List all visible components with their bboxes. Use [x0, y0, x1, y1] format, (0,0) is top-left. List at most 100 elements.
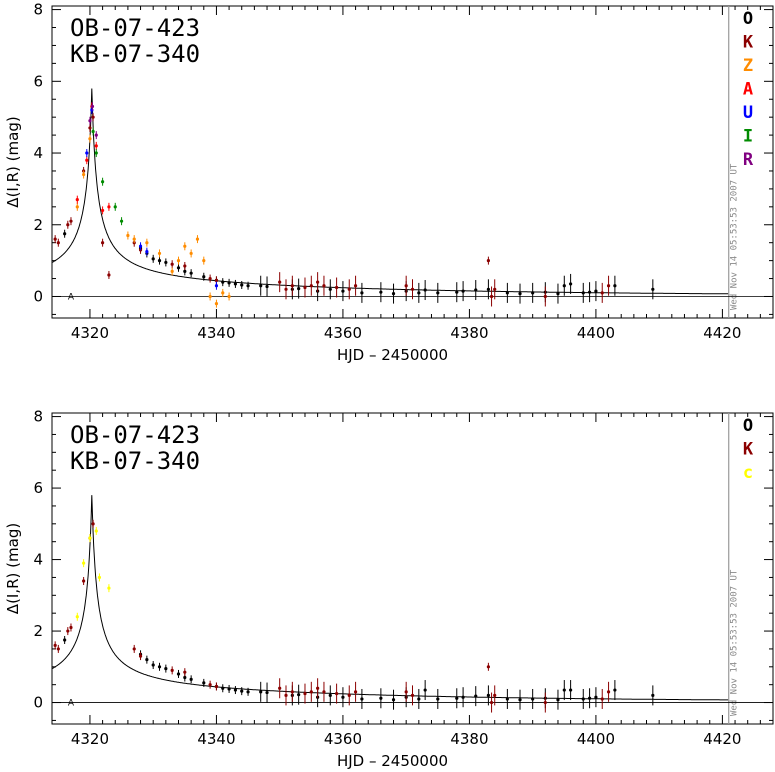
data-point [195, 237, 200, 241]
data-point [88, 126, 92, 130]
data-point [303, 692, 307, 696]
legend-entry: c [743, 463, 753, 483]
data-point [183, 269, 187, 273]
data-point [581, 697, 585, 701]
marker-label: A [68, 292, 75, 302]
legend-entry: Z [743, 56, 753, 76]
x-axis-label: HJD – 2450000 [337, 752, 448, 770]
legend-entry: K [743, 440, 754, 460]
data-point [341, 695, 345, 699]
x-tick-label: 4320 [71, 324, 109, 342]
data-point [227, 294, 231, 299]
data-point [562, 284, 566, 288]
y-axis-label: Δ(I,R) (mag) [4, 116, 22, 207]
data-point [240, 689, 244, 693]
data-point [88, 137, 92, 141]
data-point [606, 690, 611, 694]
data-point [290, 690, 294, 694]
data-point [328, 693, 332, 698]
data-point [391, 698, 396, 702]
data-point [164, 666, 168, 671]
data-point [290, 284, 294, 288]
y-tick-label: 8 [33, 1, 43, 19]
data-point [341, 289, 345, 293]
data-point [91, 129, 95, 134]
data-point [391, 292, 396, 296]
data-point [531, 697, 535, 701]
data-point [335, 692, 339, 696]
data-point [88, 119, 92, 123]
y-tick-label: 6 [33, 479, 43, 497]
data-point [82, 561, 86, 565]
x-tick-label: 4380 [450, 730, 488, 748]
data-point [107, 205, 111, 209]
data-point [379, 696, 383, 700]
data-point [594, 695, 598, 699]
data-point [436, 291, 440, 295]
data-point [53, 237, 57, 241]
legend-entry: U [743, 103, 753, 123]
data-point [85, 158, 89, 162]
data-point [183, 670, 187, 674]
data-point [240, 283, 244, 287]
data-point [221, 686, 225, 690]
data-point [379, 290, 383, 294]
data-point [151, 663, 155, 667]
data-point [189, 251, 193, 256]
legend-entry: O [743, 416, 753, 436]
data-point [88, 536, 92, 540]
x-tick-label: 4340 [197, 324, 235, 342]
data-point [202, 681, 206, 685]
data-point [423, 288, 427, 292]
data-point [562, 688, 566, 692]
data-point [489, 294, 494, 299]
data-point [113, 205, 117, 209]
data-point [91, 522, 95, 526]
plot-frame [51, 5, 774, 319]
data-point [594, 289, 598, 293]
x-tick-label: 4340 [197, 730, 235, 748]
data-point [202, 275, 206, 279]
data-point [227, 281, 231, 285]
data-point [347, 287, 351, 291]
data-point [316, 280, 320, 284]
data-point [170, 269, 174, 273]
data-point [461, 289, 465, 293]
data-point [233, 688, 238, 692]
data-point [107, 586, 111, 590]
data-point [474, 288, 478, 292]
data-point [90, 104, 95, 109]
data-point [208, 683, 212, 687]
data-point [606, 284, 611, 288]
data-point [100, 241, 105, 245]
legend-entry: K [743, 33, 754, 53]
data-point [423, 688, 427, 692]
data-point [183, 675, 187, 680]
y-axis-label: Δ(I,R) (mag) [4, 523, 22, 614]
data-point [145, 658, 149, 662]
data-point [581, 291, 585, 295]
data-point [309, 690, 313, 694]
data-point [119, 219, 124, 223]
data-point [189, 677, 193, 681]
data-point [613, 688, 617, 692]
data-point [208, 276, 212, 281]
panel-title-line: OB-07-423 [70, 14, 200, 42]
data-point [587, 696, 592, 700]
data-point [360, 291, 364, 295]
y-tick-label: 2 [33, 622, 43, 640]
y-tick-label: 0 [33, 694, 43, 712]
data-point [347, 693, 351, 698]
y-tick-label: 8 [33, 408, 43, 426]
data-point [214, 302, 219, 306]
data-point [297, 286, 301, 291]
data-point [69, 625, 73, 630]
marker-label: A [68, 699, 75, 709]
data-point [600, 697, 604, 701]
data-point [91, 115, 95, 119]
data-point [417, 291, 421, 295]
series-A [75, 102, 111, 215]
series-K [53, 113, 611, 307]
data-point [63, 638, 67, 642]
